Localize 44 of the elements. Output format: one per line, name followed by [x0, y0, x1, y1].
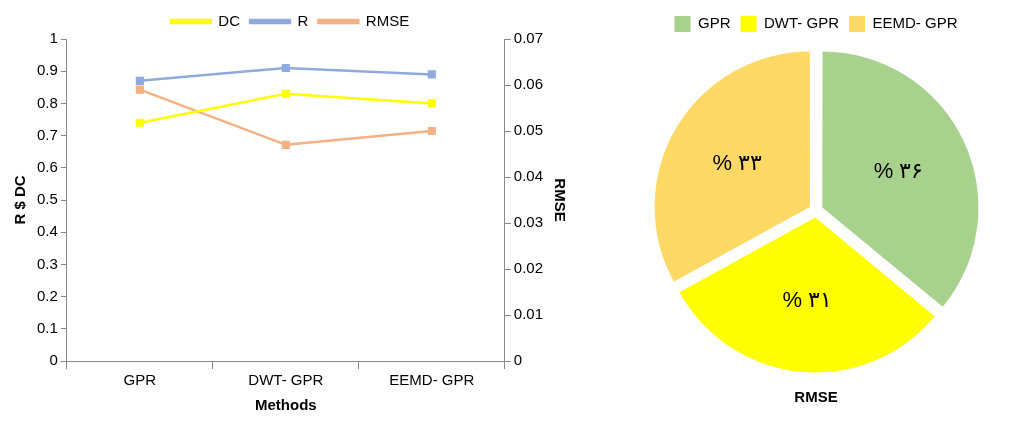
point [135, 85, 144, 94]
point [427, 99, 436, 108]
y-tick-label: 0.8 [36, 93, 58, 111]
y2-tick-label: 0 [513, 351, 523, 369]
point [427, 70, 436, 79]
x-axis-title: Methods [254, 396, 317, 414]
legend-label: DC [218, 11, 241, 29]
y-tick-label: 1 [49, 29, 58, 47]
y-tick-label: 0.9 [36, 61, 58, 79]
y-tick-label: 0.7 [36, 125, 58, 143]
y2-tick-label: 0.07 [513, 29, 544, 47]
data-label: % ۳۱ [782, 287, 833, 313]
legend-label: EEMD- GPR [872, 14, 958, 32]
point [281, 140, 290, 149]
legend-label: RMSE [365, 11, 410, 29]
y2-tick-label: 0.01 [513, 305, 544, 323]
x-tick-label: GPR [123, 371, 157, 389]
legend-label: DWT- GPR [764, 14, 840, 32]
point [427, 126, 436, 136]
y-tick-label: 0.5 [36, 190, 58, 208]
data-label: % ۳۳ [712, 150, 763, 176]
y-axis-title: R $ DC [11, 175, 29, 225]
y2-tick-label: 0.05 [513, 121, 544, 139]
x-tick-label: DWT- GPR [248, 371, 324, 389]
text: RMSE [794, 388, 838, 406]
legend-label: GPR [698, 14, 731, 32]
data-label: % ۳۶ [873, 157, 924, 183]
y-tick-label: 0.4 [36, 222, 58, 240]
point [281, 63, 290, 73]
y-tick-label: 0.3 [36, 254, 58, 272]
y-tick-label: 0.6 [36, 157, 58, 175]
y2-axis-title: RMSE [551, 178, 569, 222]
y-tick-label: 0.2 [36, 286, 58, 304]
y-tick-label: 0 [49, 351, 58, 369]
y2-tick-label: 0.03 [513, 213, 544, 231]
legend-label: R [297, 11, 309, 29]
x-tick-label: EEMD- GPR [389, 371, 475, 389]
y2-tick-label: 0.06 [513, 75, 544, 93]
point [281, 89, 290, 98]
point [135, 118, 144, 127]
y-tick-label: 0.1 [36, 318, 58, 336]
point [135, 76, 144, 85]
y2-tick-label: 0.02 [513, 259, 544, 277]
y2-tick-label: 0.04 [513, 167, 544, 185]
